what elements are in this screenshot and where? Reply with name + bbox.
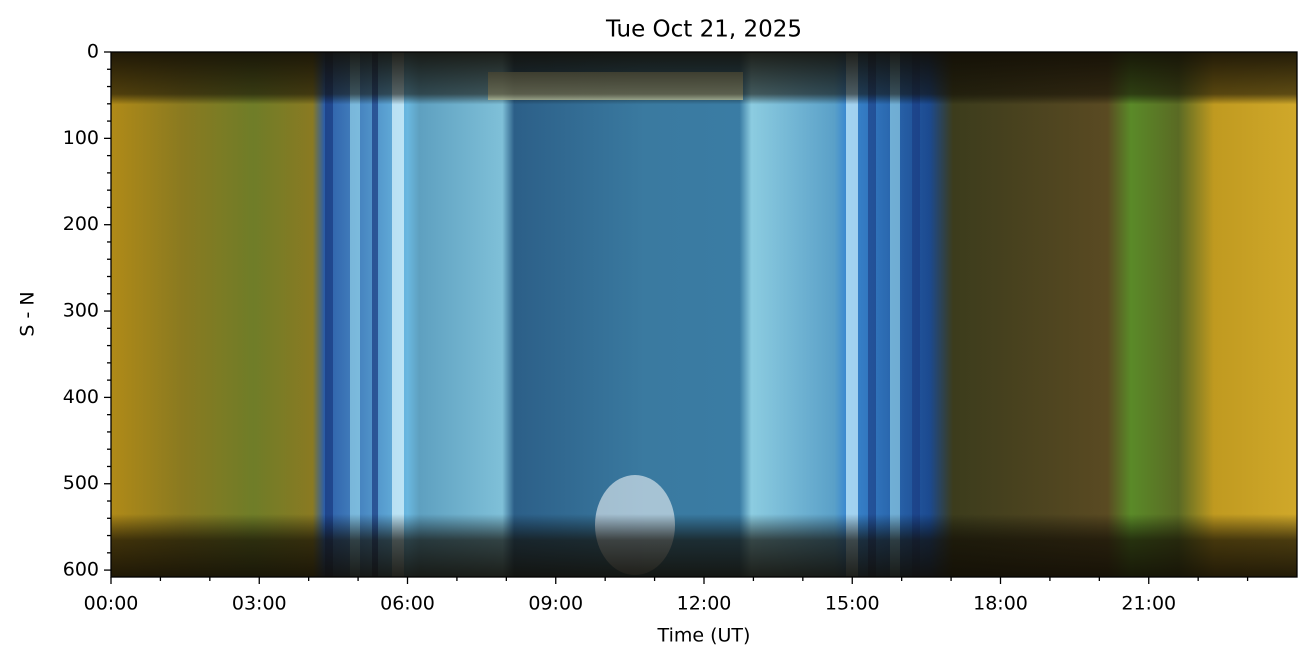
- x-tick-label: 12:00: [677, 593, 732, 615]
- y-tick-label: 400: [63, 386, 99, 408]
- x-tick-label: 03:00: [232, 593, 287, 615]
- x-tick-label: 18:00: [973, 593, 1028, 615]
- y-axis-label: S - N: [17, 291, 39, 336]
- y-tick-label: 200: [63, 213, 99, 235]
- x-tick-label: 00:00: [84, 593, 139, 615]
- y-tick-label: 100: [63, 127, 99, 149]
- x-tick-label: 15:00: [825, 593, 880, 615]
- chart-title: Tue Oct 21, 2025: [605, 17, 802, 43]
- x-tick-label: 21:00: [1121, 593, 1176, 615]
- y-tick-label: 600: [63, 559, 99, 581]
- y-tick-label: 500: [63, 472, 99, 494]
- x-axis-label: Time (UT): [657, 625, 751, 647]
- keogram-image: [110, 51, 1298, 578]
- x-tick-label: 09:00: [528, 593, 583, 615]
- y-tick-label: 0: [87, 41, 99, 63]
- y-tick-label: 300: [63, 300, 99, 322]
- x-tick-label: 06:00: [380, 593, 435, 615]
